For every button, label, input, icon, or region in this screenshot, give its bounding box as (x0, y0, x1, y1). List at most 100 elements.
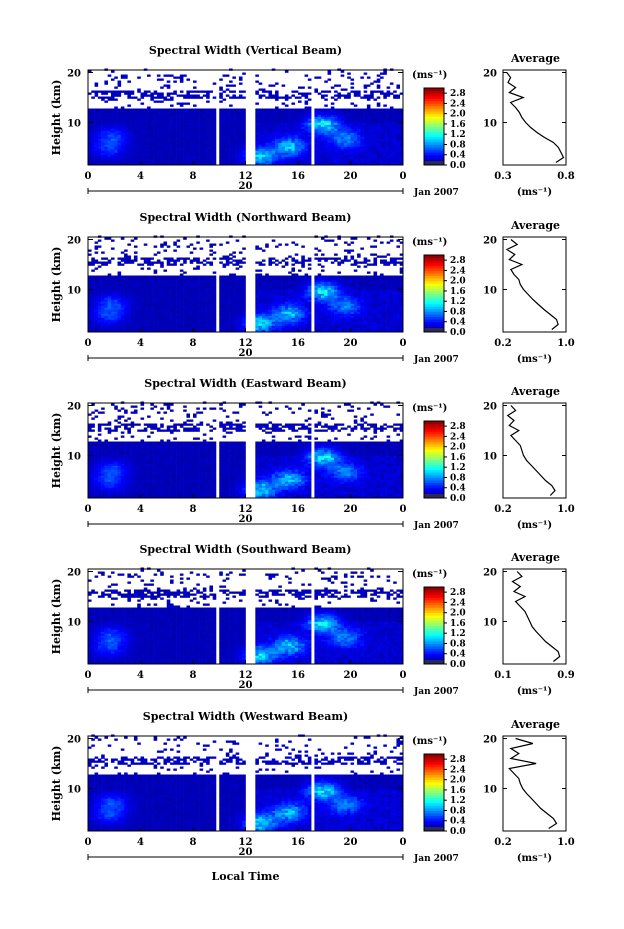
heatmap-cell (393, 116, 397, 119)
heatmap-cell (104, 315, 108, 318)
heatmap-cell (147, 327, 151, 330)
heatmap-cell (301, 86, 305, 89)
heatmap-cell (242, 301, 246, 304)
heatmap-cell (396, 126, 401, 129)
heatmap-cell (199, 287, 204, 290)
heatmap-cell (317, 162, 322, 165)
heatmap-cell (271, 152, 276, 155)
heatmap-cell (222, 287, 227, 290)
heatmap-cell (166, 277, 171, 280)
heatmap-cell (212, 285, 217, 288)
heatmap-cell (350, 124, 355, 127)
heatmap-cell (114, 148, 118, 151)
heatmap-cell (307, 158, 312, 161)
heatmap-cell (242, 154, 246, 157)
heatmap-cell (284, 158, 289, 161)
heatmap-cell (107, 305, 112, 308)
heatmap-cell (120, 106, 125, 109)
heatmap-cell (101, 152, 105, 155)
heatmap-cell (137, 279, 141, 282)
heatmap-cell (196, 108, 200, 111)
heatmap-cell (376, 146, 381, 149)
heatmap-cell (281, 126, 286, 129)
heatmap-cell (101, 303, 105, 306)
heatmap-cell (196, 277, 200, 280)
heatmap-cell (94, 329, 99, 332)
heatmap-cell (163, 132, 168, 135)
heatmap-cell (357, 124, 361, 127)
heatmap-cell (235, 148, 240, 151)
heatmap-cell (294, 138, 299, 141)
heatmap-cell (212, 114, 217, 117)
heatmap-cell (235, 146, 240, 149)
heatmap-cell (255, 307, 259, 310)
heatmap-cell (317, 132, 322, 135)
heatmap-cell (160, 78, 164, 81)
heatmap-cell (347, 138, 351, 141)
heatmap-cell (330, 134, 335, 137)
heatmap-cell (160, 299, 164, 302)
heatmap-cell (209, 116, 213, 119)
heatmap-cell (255, 134, 259, 137)
heatmap-cell (189, 275, 194, 278)
heatmap-cell (347, 160, 351, 163)
heatmap-cell (324, 130, 328, 133)
heatmap-cell (383, 128, 387, 131)
heatmap-cell (242, 136, 246, 139)
heatmap-cell (288, 122, 292, 125)
heatmap-cell (324, 112, 328, 115)
heatmap-cell (373, 136, 378, 139)
heatmap-cell (343, 120, 348, 123)
heatmap-cell (124, 311, 128, 314)
heatmap-cell (301, 321, 305, 324)
heatmap-cell (317, 134, 322, 137)
heatmap-cell (327, 136, 332, 139)
heatmap-cell (255, 321, 259, 324)
heatmap-cell (330, 144, 335, 147)
heatmap-cell (127, 315, 131, 318)
heatmap-cell (278, 134, 282, 137)
heatmap-cell (206, 96, 210, 99)
heatmap-cell (366, 84, 371, 87)
heatmap-cell (383, 140, 387, 143)
heatmap-cell (353, 128, 358, 131)
heatmap-cell (166, 152, 171, 155)
heatmap-cell (186, 160, 191, 163)
heatmap-cell (130, 301, 135, 304)
heatmap-cell (268, 148, 273, 151)
heatmap-cell (179, 116, 184, 119)
heatmap-cell (133, 307, 138, 310)
heatmap-cell (120, 118, 125, 121)
heatmap-cell (219, 295, 223, 298)
heatmap-cell (120, 128, 125, 131)
heatmap-cell (307, 154, 312, 157)
heatmap-cell (396, 138, 401, 141)
heatmap-cell (301, 325, 305, 328)
heatmap-cell (229, 277, 233, 280)
heatmap-cell (183, 329, 187, 332)
heatmap-cell (347, 108, 351, 111)
heatmap-cell (114, 283, 118, 286)
heatmap-cell (137, 88, 141, 91)
heatmap-cell (347, 136, 351, 139)
heatmap-cell (238, 277, 243, 280)
heatmap-cell (255, 92, 259, 95)
heatmap-cell (357, 134, 361, 137)
heatmap-cell (179, 160, 184, 163)
heatmap-cell (156, 305, 161, 308)
heatmap-cell (104, 285, 108, 288)
heatmap-cell (101, 307, 105, 310)
heatmap-cell (101, 257, 105, 260)
heatmap-cell (386, 112, 391, 115)
heatmap-cell (307, 112, 312, 115)
heatmap-cell (143, 311, 148, 314)
heatmap-cell (189, 144, 194, 147)
heatmap-cell (278, 154, 282, 157)
heatmap-cell (219, 120, 223, 123)
heatmap-cell (219, 313, 223, 316)
heatmap-cell (104, 144, 108, 147)
heatmap-cell (242, 309, 246, 312)
heatmap-cell (229, 136, 233, 139)
heatmap-cell (284, 281, 289, 284)
heatmap-cell (133, 116, 138, 119)
